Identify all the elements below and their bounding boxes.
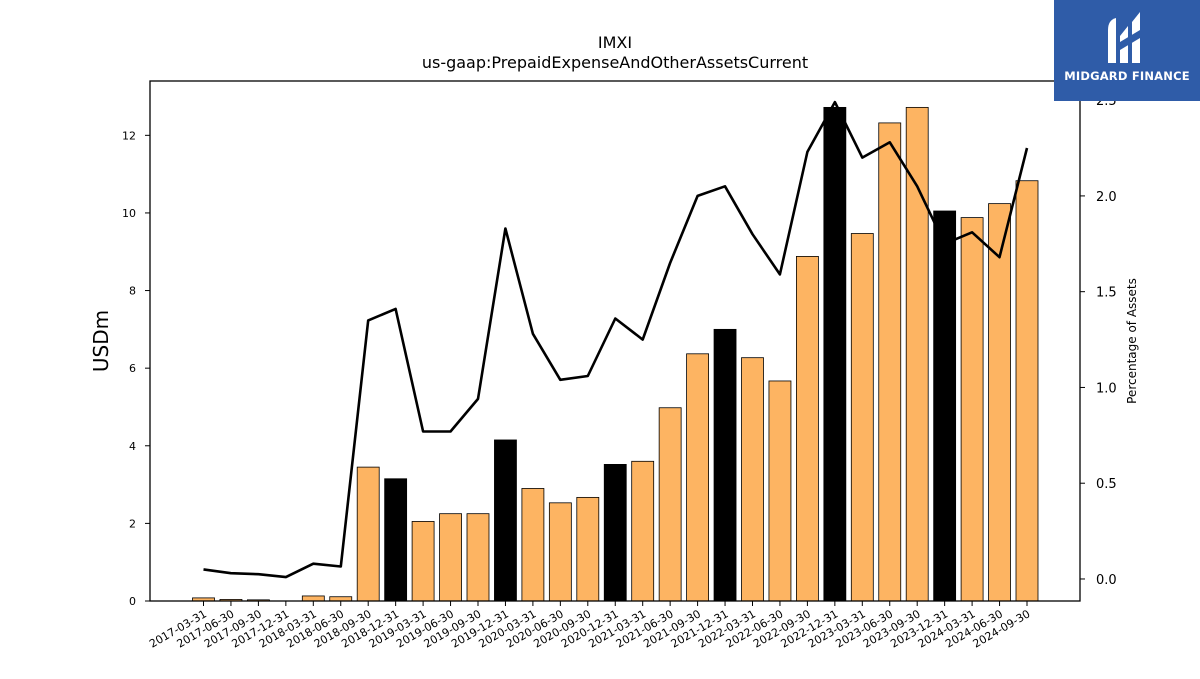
y-tick-label: 6 xyxy=(129,362,136,375)
bar-2022-09-30 xyxy=(796,256,818,601)
y2-axis: 0.00.51.01.52.02.5 xyxy=(1080,94,1117,588)
bar-2020-09-30 xyxy=(577,497,599,601)
bar-2019-12-31 xyxy=(494,440,516,601)
chart-subtitle: us-gaap:PrepaidExpenseAndOtherAssetsCurr… xyxy=(422,53,808,72)
bar-2023-03-31 xyxy=(851,234,873,601)
y2-tick-label: 2.0 xyxy=(1096,190,1117,205)
bar-2019-09-30 xyxy=(467,514,489,601)
y-axis: 0 2 4 6 8 10 12 xyxy=(122,129,150,608)
bar-2022-03-31 xyxy=(742,358,764,601)
y-tick-label: 0 xyxy=(129,595,136,608)
y2-tick-label: 0.5 xyxy=(1096,477,1117,492)
bar-2020-12-31 xyxy=(604,464,626,601)
y2-tick-label: 1.0 xyxy=(1096,381,1117,396)
bar-2018-09-30 xyxy=(357,467,379,601)
x-axis: 2017-03-312017-06-302017-09-302017-12-31… xyxy=(147,601,1032,651)
bar-series xyxy=(193,107,1039,601)
y2-tick-label: 1.5 xyxy=(1096,286,1117,301)
bar-2024-03-31 xyxy=(961,218,983,601)
logo-text: MIDGARD FINANCE xyxy=(1054,69,1200,83)
bar-2018-12-31 xyxy=(385,479,407,601)
bar-2022-06-30 xyxy=(769,381,791,601)
y2-axis-label: Percentage of Assets xyxy=(1125,278,1139,404)
y-tick-label: 8 xyxy=(129,285,136,298)
midgard-finance-logo: MIDGARD FINANCE xyxy=(1054,0,1200,101)
chart-title: IMXI xyxy=(598,33,632,52)
bar-2024-06-30 xyxy=(989,204,1011,601)
bar-2019-06-30 xyxy=(440,514,462,601)
bar-2022-12-31 xyxy=(824,107,846,601)
bar-2021-06-30 xyxy=(659,408,681,601)
bar-2023-09-30 xyxy=(906,107,928,601)
y-tick-label: 4 xyxy=(129,440,136,453)
bar-2021-12-31 xyxy=(714,329,736,601)
bar-2023-12-31 xyxy=(934,211,956,601)
y-tick-label: 12 xyxy=(122,129,136,142)
y-tick-label: 10 xyxy=(122,207,136,220)
bar-2024-09-30 xyxy=(1016,181,1038,601)
bar-2021-09-30 xyxy=(687,354,709,601)
y2-tick-label: 0.0 xyxy=(1096,573,1117,588)
bar-2019-03-31 xyxy=(412,521,434,601)
bar-2021-03-31 xyxy=(632,461,654,601)
bar-2020-06-30 xyxy=(549,503,571,601)
logo-mark-icon xyxy=(1102,8,1152,68)
bar-2020-03-31 xyxy=(522,488,544,601)
bar-2023-06-30 xyxy=(879,123,901,601)
bar-2018-03-31 xyxy=(302,596,324,601)
y-tick-label: 2 xyxy=(129,517,136,530)
y-axis-label: USDm xyxy=(89,310,113,372)
